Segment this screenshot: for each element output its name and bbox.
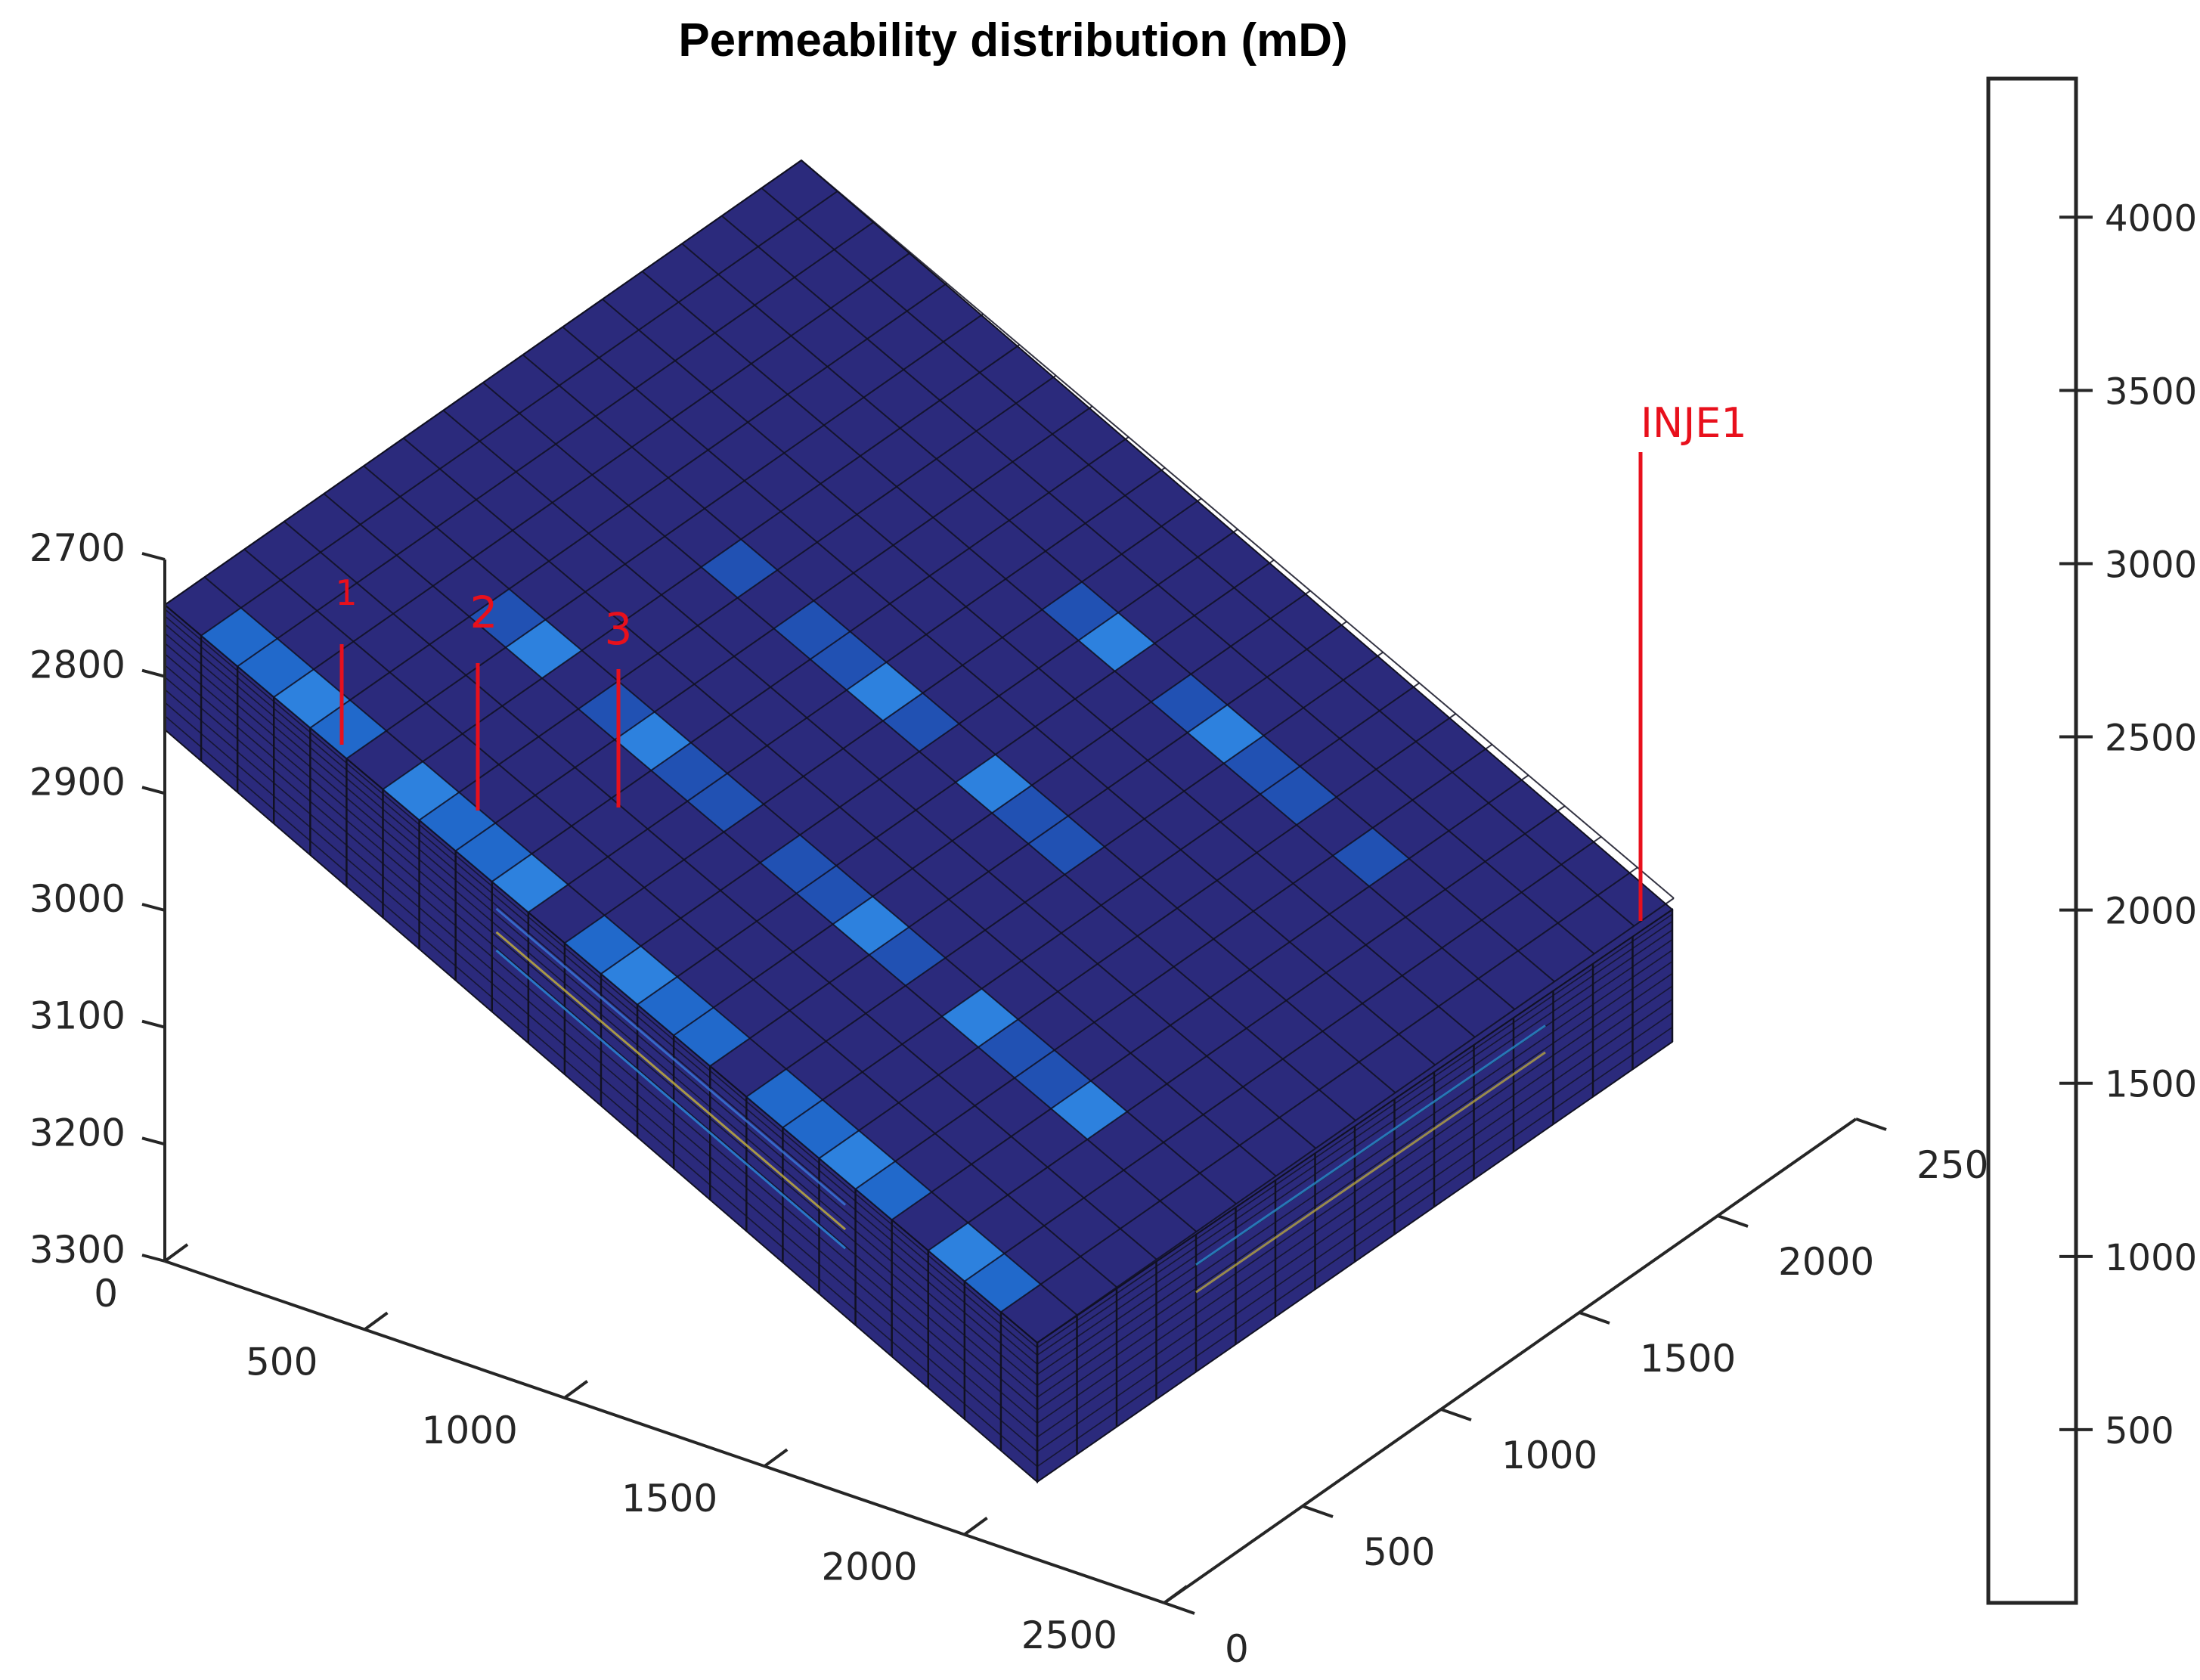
grid-line <box>641 271 1516 1010</box>
x-tick-label: 500 <box>246 1340 318 1384</box>
z-tick-label: 2700 <box>29 526 125 570</box>
reservoir-block <box>163 159 1675 1484</box>
front-layer-line <box>164 609 1038 1349</box>
colorbar-tick-label: 1500 <box>2105 1064 2197 1106</box>
x-tick <box>163 1243 189 1263</box>
y-tick <box>1855 1117 1887 1131</box>
well-label: INJE1 <box>1641 399 1747 447</box>
grid-line <box>522 354 1396 1094</box>
x-tick-label: 1000 <box>422 1409 518 1452</box>
grid-line <box>801 160 1675 899</box>
front-layer-line <box>164 665 1038 1411</box>
x-tick <box>563 1380 588 1399</box>
side-layer-line <box>1036 1026 1673 1468</box>
y-tick <box>1717 1214 1749 1228</box>
side-layer-line <box>1036 999 1673 1438</box>
front-layer-line <box>164 615 1038 1356</box>
front-layer-line <box>164 653 1038 1398</box>
z-tick <box>141 668 166 678</box>
z-tick <box>141 1136 166 1146</box>
z-tick-label: 2900 <box>29 760 125 804</box>
side-layer-line <box>1036 960 1673 1398</box>
side-layer-line <box>1036 920 1673 1356</box>
chart-title: Permeability distribution (mD) <box>678 14 1348 67</box>
colorbar: 500 1000 1500 2000 2500 3000 3500 4000 <box>1986 76 2197 1605</box>
grid-line <box>681 243 1555 983</box>
grid-line <box>243 548 1117 1288</box>
y-tick-label: 2000 <box>1778 1240 1874 1284</box>
side-layer-line <box>1036 929 1673 1365</box>
y-tick <box>1164 1601 1195 1615</box>
grid-line <box>721 215 1595 955</box>
side-layer-line <box>1036 972 1673 1411</box>
x-tick <box>963 1516 988 1536</box>
colorbar-tick-label: 2500 <box>2105 718 2197 760</box>
x-tick-label: 2000 <box>821 1545 917 1589</box>
front-layer-line <box>164 689 1038 1438</box>
y-tick <box>1302 1505 1334 1518</box>
z-tick <box>141 903 166 912</box>
y-tick-label: 1500 <box>1640 1337 1736 1381</box>
grid-line <box>403 437 1277 1177</box>
colorbar-tick-label: 500 <box>2105 1410 2174 1452</box>
side-layer-line <box>1036 913 1673 1349</box>
grid-line <box>363 465 1237 1205</box>
side-layer-line <box>1036 985 1673 1424</box>
colorbar-tick-label: 3000 <box>2105 544 2197 586</box>
front-layer-line <box>164 702 1038 1452</box>
y-tick-label: 1000 <box>1501 1434 1597 1477</box>
colorbar-tick-label: 1000 <box>2105 1237 2197 1279</box>
grid-line <box>323 493 1198 1232</box>
front-layer-line <box>164 676 1038 1424</box>
front-layer-streak <box>495 931 847 1231</box>
z-tick <box>141 786 166 795</box>
side-layer-line <box>1036 1012 1673 1452</box>
y-tick-label: 500 <box>1363 1530 1435 1574</box>
front-layer-line <box>164 623 1038 1365</box>
x-tick <box>364 1311 389 1331</box>
grid-line <box>482 382 1356 1121</box>
z-tick-label: 3000 <box>29 877 125 921</box>
z-tick-label: 3100 <box>29 994 125 1038</box>
front-layer-streak <box>495 907 847 1206</box>
grid-line <box>284 520 1157 1260</box>
y-tick <box>1440 1408 1472 1421</box>
front-layer-line <box>164 642 1038 1387</box>
x-tick-label: 1500 <box>621 1477 717 1520</box>
grid-line <box>602 298 1476 1038</box>
colorbar-tick-label: 4000 <box>2105 197 2197 240</box>
wells: 1 2 3 INJE1 <box>335 399 1747 921</box>
grid-line <box>442 409 1317 1149</box>
front-layer-streak <box>495 949 847 1250</box>
z-tick-label: 3200 <box>29 1111 125 1155</box>
well-label: 2 <box>470 587 498 638</box>
grid-line <box>562 326 1436 1066</box>
side-layer-line <box>1036 950 1673 1387</box>
z-tick <box>141 552 166 561</box>
colorbar-tick-label: 3500 <box>2105 370 2197 413</box>
front-layer-line <box>164 632 1038 1375</box>
side-layer-streak <box>1195 1051 1546 1294</box>
z-tick <box>141 1019 166 1029</box>
z-tick-label: 3300 <box>29 1228 125 1272</box>
side-layer-streak <box>1195 1024 1546 1266</box>
x-tick-label: 0 <box>94 1272 118 1316</box>
colorbar-frame <box>1986 76 2078 1605</box>
well-label: 3 <box>605 603 633 655</box>
front-layer-line <box>164 715 1038 1468</box>
x-tick <box>764 1448 789 1468</box>
x-tick-label: 2500 <box>1021 1613 1117 1657</box>
z-tick-label: 2800 <box>29 643 125 687</box>
x-axis-line <box>164 1260 1165 1604</box>
grid-line <box>761 187 1635 927</box>
z-tick <box>141 1254 166 1263</box>
y-tick-label: 0 <box>1225 1627 1249 1671</box>
grid-line <box>203 576 1078 1316</box>
colorbar-tick-label: 2000 <box>2105 891 2197 933</box>
y-tick <box>1579 1311 1610 1325</box>
y-axis-line <box>1163 1117 1858 1604</box>
well-label: 1 <box>335 572 357 613</box>
